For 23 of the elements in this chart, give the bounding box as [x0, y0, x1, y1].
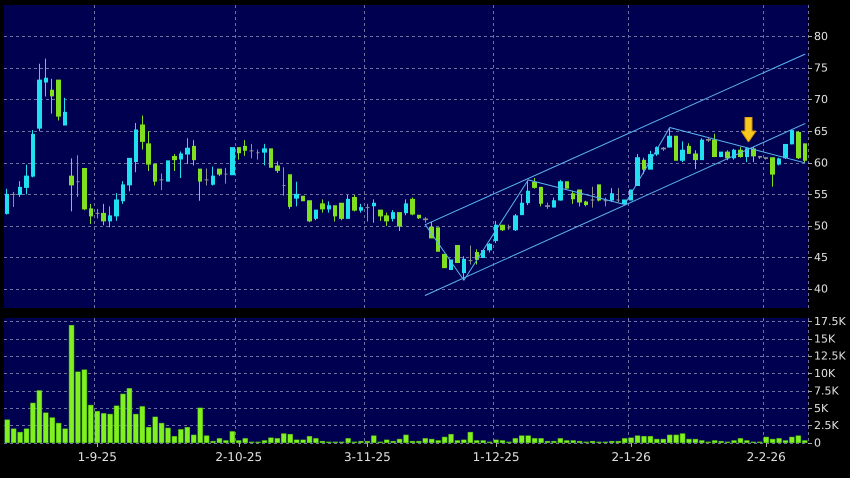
x-tick-label: 1-12-25 — [472, 450, 520, 464]
y-tick-label: 40 — [814, 282, 828, 296]
y-tick-label: 12.5K — [814, 350, 846, 363]
y-tick-label: 75 — [814, 62, 828, 75]
x-tick-label: 2-10-25 — [215, 450, 262, 464]
y-tick-label: 55 — [814, 188, 828, 201]
y-tick-label: 5K — [814, 402, 829, 415]
y-tick-label: 10K — [814, 367, 836, 380]
y-tick-label: 0 — [814, 436, 821, 450]
y-tick-label: 17.5K — [814, 314, 846, 328]
x-tick-label: 2-1-26 — [612, 450, 651, 464]
y-tick-label: 65 — [814, 124, 828, 138]
y-tick-label: 45 — [814, 251, 828, 264]
y-tick-label: 70 — [814, 93, 828, 106]
y-tick-label: 50 — [814, 219, 828, 232]
y-tick-label: 2.5K — [814, 419, 840, 432]
x-tick-label: 2-2-26 — [746, 450, 786, 464]
y-tick-label: 80 — [814, 30, 828, 44]
y-tick-label: 7.5K — [814, 384, 840, 398]
y-tick-label: 60 — [814, 156, 828, 170]
y-tick-label: 15K — [814, 332, 836, 346]
x-tick-label: 3-11-25 — [344, 450, 391, 464]
x-tick-label: 1-9-25 — [78, 450, 117, 464]
